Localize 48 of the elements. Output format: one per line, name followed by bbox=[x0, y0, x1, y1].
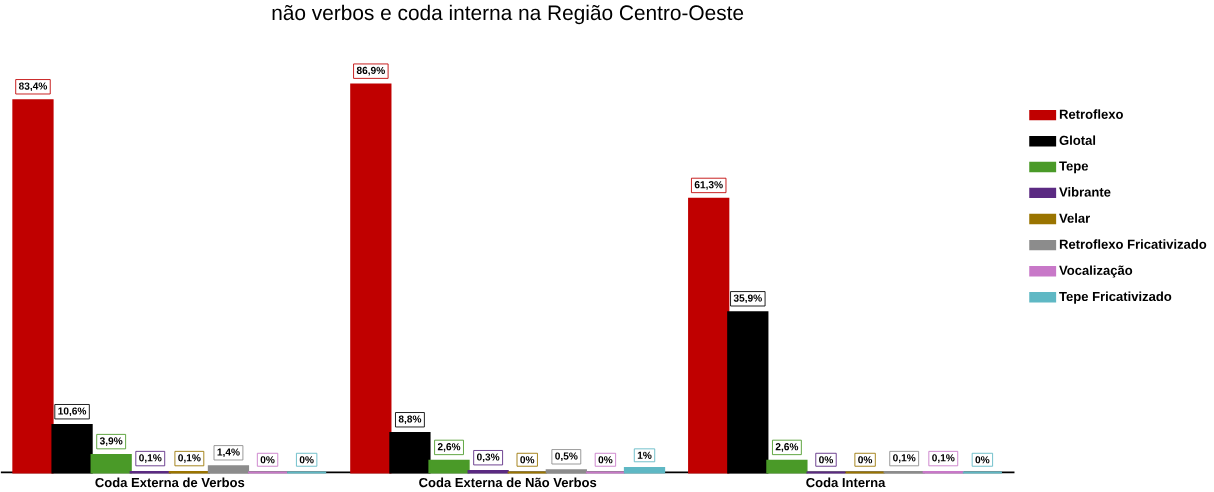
data-label: 0% bbox=[598, 456, 613, 464]
data-label: 0,5% bbox=[555, 452, 578, 462]
bar bbox=[545, 469, 587, 474]
data-label: 0% bbox=[858, 456, 873, 464]
data-label: 8,8% bbox=[398, 415, 422, 425]
bar bbox=[688, 197, 730, 474]
data-label: 10,6% bbox=[58, 407, 87, 417]
bar bbox=[350, 83, 392, 474]
bar bbox=[207, 465, 250, 474]
bar bbox=[12, 99, 54, 474]
bar bbox=[90, 453, 132, 474]
chart-title: não verbos e coda interna na Região Centro-Oeste bbox=[272, 4, 744, 25]
data-label: 1,4% bbox=[217, 448, 240, 458]
data-label: 0% bbox=[819, 456, 834, 464]
bar bbox=[766, 459, 808, 474]
data-label: 83,4% bbox=[18, 82, 48, 92]
data-label: 61,3% bbox=[694, 181, 723, 190]
bar bbox=[51, 424, 93, 474]
data-label: 2,6% bbox=[437, 443, 461, 452]
legend-label: Vocalização bbox=[1059, 265, 1133, 278]
data-label: 0% bbox=[299, 456, 314, 464]
bar bbox=[727, 311, 769, 474]
data-label: 0% bbox=[975, 456, 990, 464]
data-label: 0,3% bbox=[476, 453, 500, 463]
data-label: 0,1% bbox=[139, 454, 162, 463]
legend-label: Velar bbox=[1059, 213, 1091, 223]
legend-label: Tepe bbox=[1059, 161, 1089, 174]
x-tick-label: Coda Externa de Verbos bbox=[95, 477, 245, 488]
data-label: 0,1% bbox=[932, 454, 955, 463]
data-label: 0% bbox=[520, 456, 535, 464]
legend-label: Glotal bbox=[1059, 135, 1096, 145]
x-tick-label: Coda Interna bbox=[806, 477, 886, 488]
data-label: 1% bbox=[637, 451, 652, 459]
data-label: 0,1% bbox=[178, 454, 201, 463]
legend-label: Vibrante bbox=[1059, 187, 1111, 197]
legend-label: Retroflexo bbox=[1059, 109, 1123, 119]
bar bbox=[623, 466, 666, 474]
data-label: 0% bbox=[260, 456, 275, 464]
data-label: 35,9% bbox=[733, 294, 762, 304]
legend-label: Retroflexo Fricativizado bbox=[1059, 239, 1207, 249]
data-label: 0,1% bbox=[893, 454, 916, 463]
x-tick-label: Coda Externa de Não Verbos bbox=[419, 477, 597, 488]
data-label: 2,6% bbox=[775, 443, 799, 452]
bar bbox=[389, 432, 431, 474]
bar bbox=[428, 459, 470, 474]
data-label: 3,9% bbox=[99, 437, 123, 446]
data-label: 86,9% bbox=[356, 66, 385, 76]
legend-label: Tepe Fricativizado bbox=[1059, 291, 1172, 304]
